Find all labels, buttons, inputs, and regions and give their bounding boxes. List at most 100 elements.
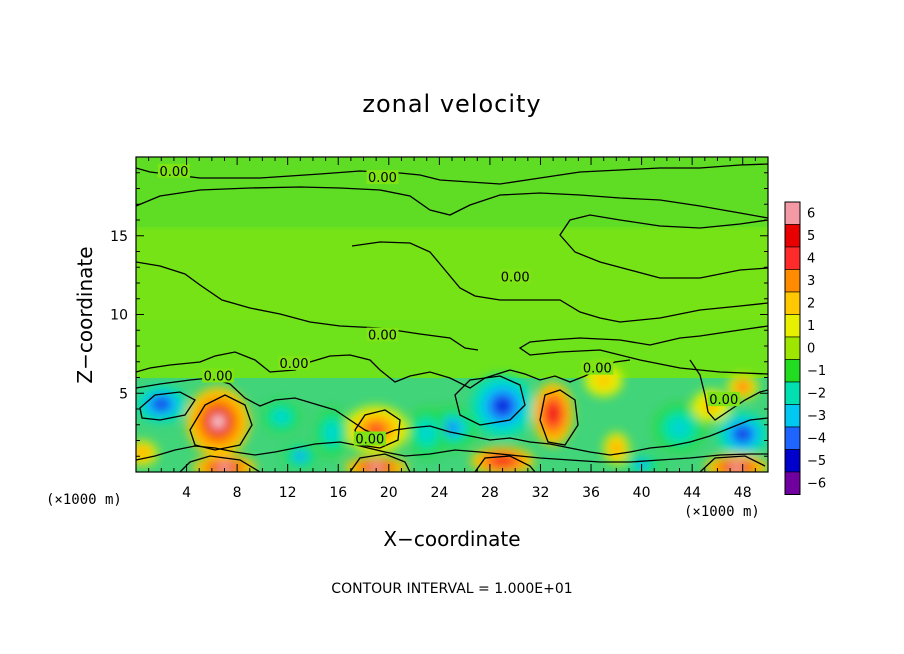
contour-line — [454, 375, 526, 426]
x-tick-label: 40 — [633, 485, 651, 501]
field-blob — [495, 457, 510, 465]
field-blob — [328, 427, 336, 438]
colorbar-swatch — [784, 336, 801, 360]
colorbar-tick-label: −6 — [807, 476, 826, 491]
colorbar-swatch — [784, 224, 801, 248]
x-tick-label: 28 — [481, 485, 499, 501]
contour-label: 0.00 — [583, 362, 612, 377]
x-tick-label: 20 — [380, 485, 398, 501]
contour-line — [136, 441, 768, 463]
contour-label: 0.00 — [368, 329, 397, 344]
contour-label-bg — [278, 355, 310, 370]
colorbar-swatch — [784, 449, 801, 473]
x-tick-label: 32 — [532, 485, 550, 501]
field-blob — [495, 398, 510, 413]
contour-label-bg — [366, 327, 399, 342]
contour-line — [349, 453, 411, 472]
contour-lines — [136, 163, 768, 472]
contour-line — [351, 241, 768, 323]
field-blob — [548, 406, 558, 421]
colorbar-tick-label: 1 — [807, 319, 815, 334]
colorbar: 6 5 4 3 2 1 0 −1 −2 −3 −4 −5 −6 — [784, 201, 826, 495]
colorbar-tick-label: 4 — [807, 251, 815, 266]
contour-line — [189, 394, 253, 451]
y-tick-label: 5 — [119, 386, 128, 402]
colorbar-tick-label: −4 — [807, 431, 826, 446]
contour-line — [518, 325, 768, 375]
colorbar-swatch — [784, 314, 801, 338]
field-blob — [446, 423, 458, 433]
contour-label-bg — [499, 269, 532, 284]
x-tick-label: 4 — [182, 485, 191, 501]
colorbar-frame — [784, 201, 801, 495]
field-blob-peak — [220, 465, 229, 469]
contour-label: 0.00 — [709, 393, 738, 408]
contour-label-bg — [202, 368, 235, 383]
field-shading — [136, 157, 768, 472]
x-axis-label: X−coordinate — [383, 527, 520, 551]
x-unit-label: (×1000 m) — [46, 492, 122, 508]
contour-label-bg — [353, 431, 386, 446]
mid-field-band — [136, 230, 768, 320]
contour-line — [539, 389, 579, 446]
x-axis-ticks: 4 8 12 16 20 24 28 32 36 40 44 48 — [148, 157, 756, 501]
y-tick-label: 15 — [110, 229, 128, 245]
field-blob — [296, 453, 304, 460]
colorbar-swatch — [784, 471, 801, 495]
field-blob — [737, 429, 749, 440]
contour-label-bg — [157, 163, 190, 178]
colorbar-tick-label: −5 — [807, 454, 826, 469]
contour-label-bg — [707, 392, 740, 407]
field-blob — [739, 384, 747, 390]
field-blob-peak — [732, 465, 741, 469]
contour-label-bg — [366, 170, 399, 185]
field-blob — [138, 450, 146, 456]
y-tick-label: 10 — [110, 308, 128, 324]
contour-label: 0.00 — [368, 171, 397, 186]
contour-line — [136, 163, 768, 185]
field-blob — [422, 427, 431, 438]
y-axis-label: Z−coordinate — [73, 246, 97, 383]
colorbar-swatch — [784, 381, 801, 405]
field-blob-peak — [214, 417, 222, 426]
contour-line — [139, 391, 196, 421]
x-tick-label: 16 — [329, 485, 347, 501]
colorbar-swatch — [784, 426, 801, 450]
colorbar-tick-label: −1 — [807, 364, 826, 379]
colorbar-tick-label: −2 — [807, 386, 826, 401]
contour-label: 0.00 — [501, 270, 530, 285]
contour-line — [474, 455, 536, 472]
colorbar-tick-label: −3 — [807, 409, 826, 424]
z-unit-label: (×1000 m) — [684, 504, 760, 520]
field-blob — [277, 413, 286, 421]
contour-label: 0.00 — [355, 433, 384, 448]
x-tick-label: 48 — [734, 485, 752, 501]
contour-interval-note: CONTOUR INTERVAL = 1.000E+01 — [331, 581, 572, 597]
contour-labels: 0.00 0.00 0.00 0.00 0.00 0.00 0.00 0.00 0.00 — [157, 163, 740, 448]
contour-line — [136, 186, 768, 219]
field-blob-peak — [372, 465, 380, 469]
x-tick-label: 36 — [582, 485, 600, 501]
contour-label: 0.00 — [280, 357, 309, 372]
colorbar-swatch — [784, 291, 801, 315]
colorbar-swatch — [784, 359, 801, 383]
contour-line — [136, 261, 479, 351]
contour-line — [136, 377, 768, 456]
colorbar-tick-label: 5 — [807, 229, 815, 244]
colorbar-swatch — [784, 404, 801, 428]
y-axis-ticks: 5 10 15 — [110, 172, 768, 457]
colorbar-tick-label: 6 — [807, 206, 815, 221]
field-blob — [155, 400, 167, 409]
colorbar-swatch — [784, 269, 801, 293]
contour-line — [559, 214, 768, 279]
colorbar-tick-label: 3 — [807, 274, 815, 289]
colorbar-swatch — [784, 201, 801, 225]
upper-field-band — [136, 157, 768, 227]
contour-label: 0.00 — [204, 370, 233, 385]
colorbar-tick-label: 2 — [807, 296, 815, 311]
x-tick-label: 24 — [430, 485, 448, 501]
contour-label-bg — [581, 360, 614, 375]
field-blob — [613, 444, 620, 452]
